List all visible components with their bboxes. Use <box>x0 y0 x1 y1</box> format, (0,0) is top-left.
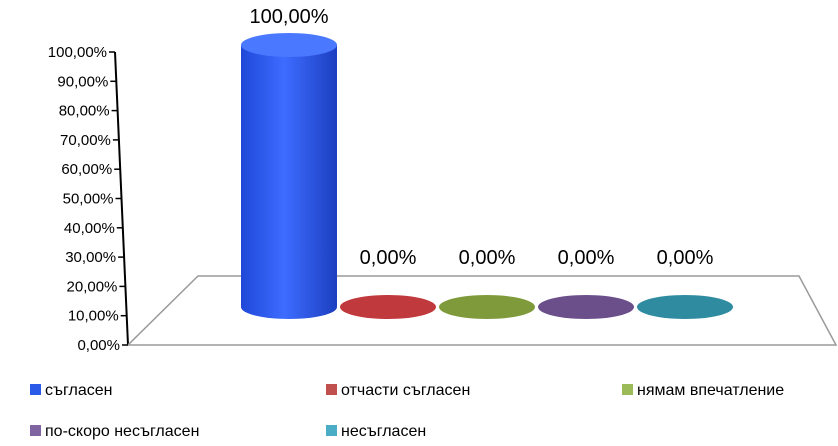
legend-label: нямам впечатление <box>637 382 784 399</box>
data-label: 0,00% <box>360 247 417 269</box>
legend-item: нямам впечатление <box>622 382 784 399</box>
legend-label: отчасти съгласен <box>341 382 470 399</box>
legend-label: съгласен <box>45 382 112 399</box>
y-tick-label: 80,00% <box>59 103 110 120</box>
legend-swatch <box>30 425 41 436</box>
bar-disc <box>439 295 535 319</box>
data-label: 0,00% <box>558 247 615 269</box>
chart-floor <box>126 275 838 346</box>
data-label: 100,00% <box>250 6 329 28</box>
bar-1 <box>241 33 337 319</box>
legend-item: несъгласен <box>326 423 426 440</box>
data-label: 0,00% <box>459 247 516 269</box>
legend-label: несъгласен <box>341 423 426 440</box>
data-label: 0,00% <box>657 247 714 269</box>
bar-3 <box>439 295 535 319</box>
y-tick-label: 0,00% <box>77 337 120 354</box>
legend-swatch <box>30 384 41 395</box>
legend-swatch <box>326 384 337 395</box>
bar-4 <box>538 295 634 319</box>
bar-2 <box>340 295 436 319</box>
legend-item: съгласен <box>30 382 112 399</box>
legend-swatch <box>326 425 337 436</box>
y-tick-label: 90,00% <box>57 73 108 90</box>
legend-label: по-скоро несъгласен <box>45 423 199 440</box>
y-tick-label: 30,00% <box>65 249 116 266</box>
legend-swatch <box>622 384 633 395</box>
legend-item: по-скоро несъгласен <box>30 423 199 440</box>
y-tick-label: 20,00% <box>67 278 118 295</box>
y-tick-label: 40,00% <box>64 220 115 237</box>
bar-top <box>241 33 337 57</box>
legend-item: отчасти съгласен <box>326 382 470 399</box>
bar-disc <box>637 295 733 319</box>
bar-disc <box>538 295 634 319</box>
y-tick-label: 60,00% <box>61 161 112 178</box>
y-tick-label: 70,00% <box>60 132 111 149</box>
y-tick-label: 10,00% <box>68 308 119 325</box>
y-tick-label: 100,00% <box>48 44 107 61</box>
bar-5 <box>637 295 733 319</box>
y-tick-label: 50,00% <box>63 191 114 208</box>
bar-body <box>241 45 337 319</box>
bar-disc <box>340 295 436 319</box>
